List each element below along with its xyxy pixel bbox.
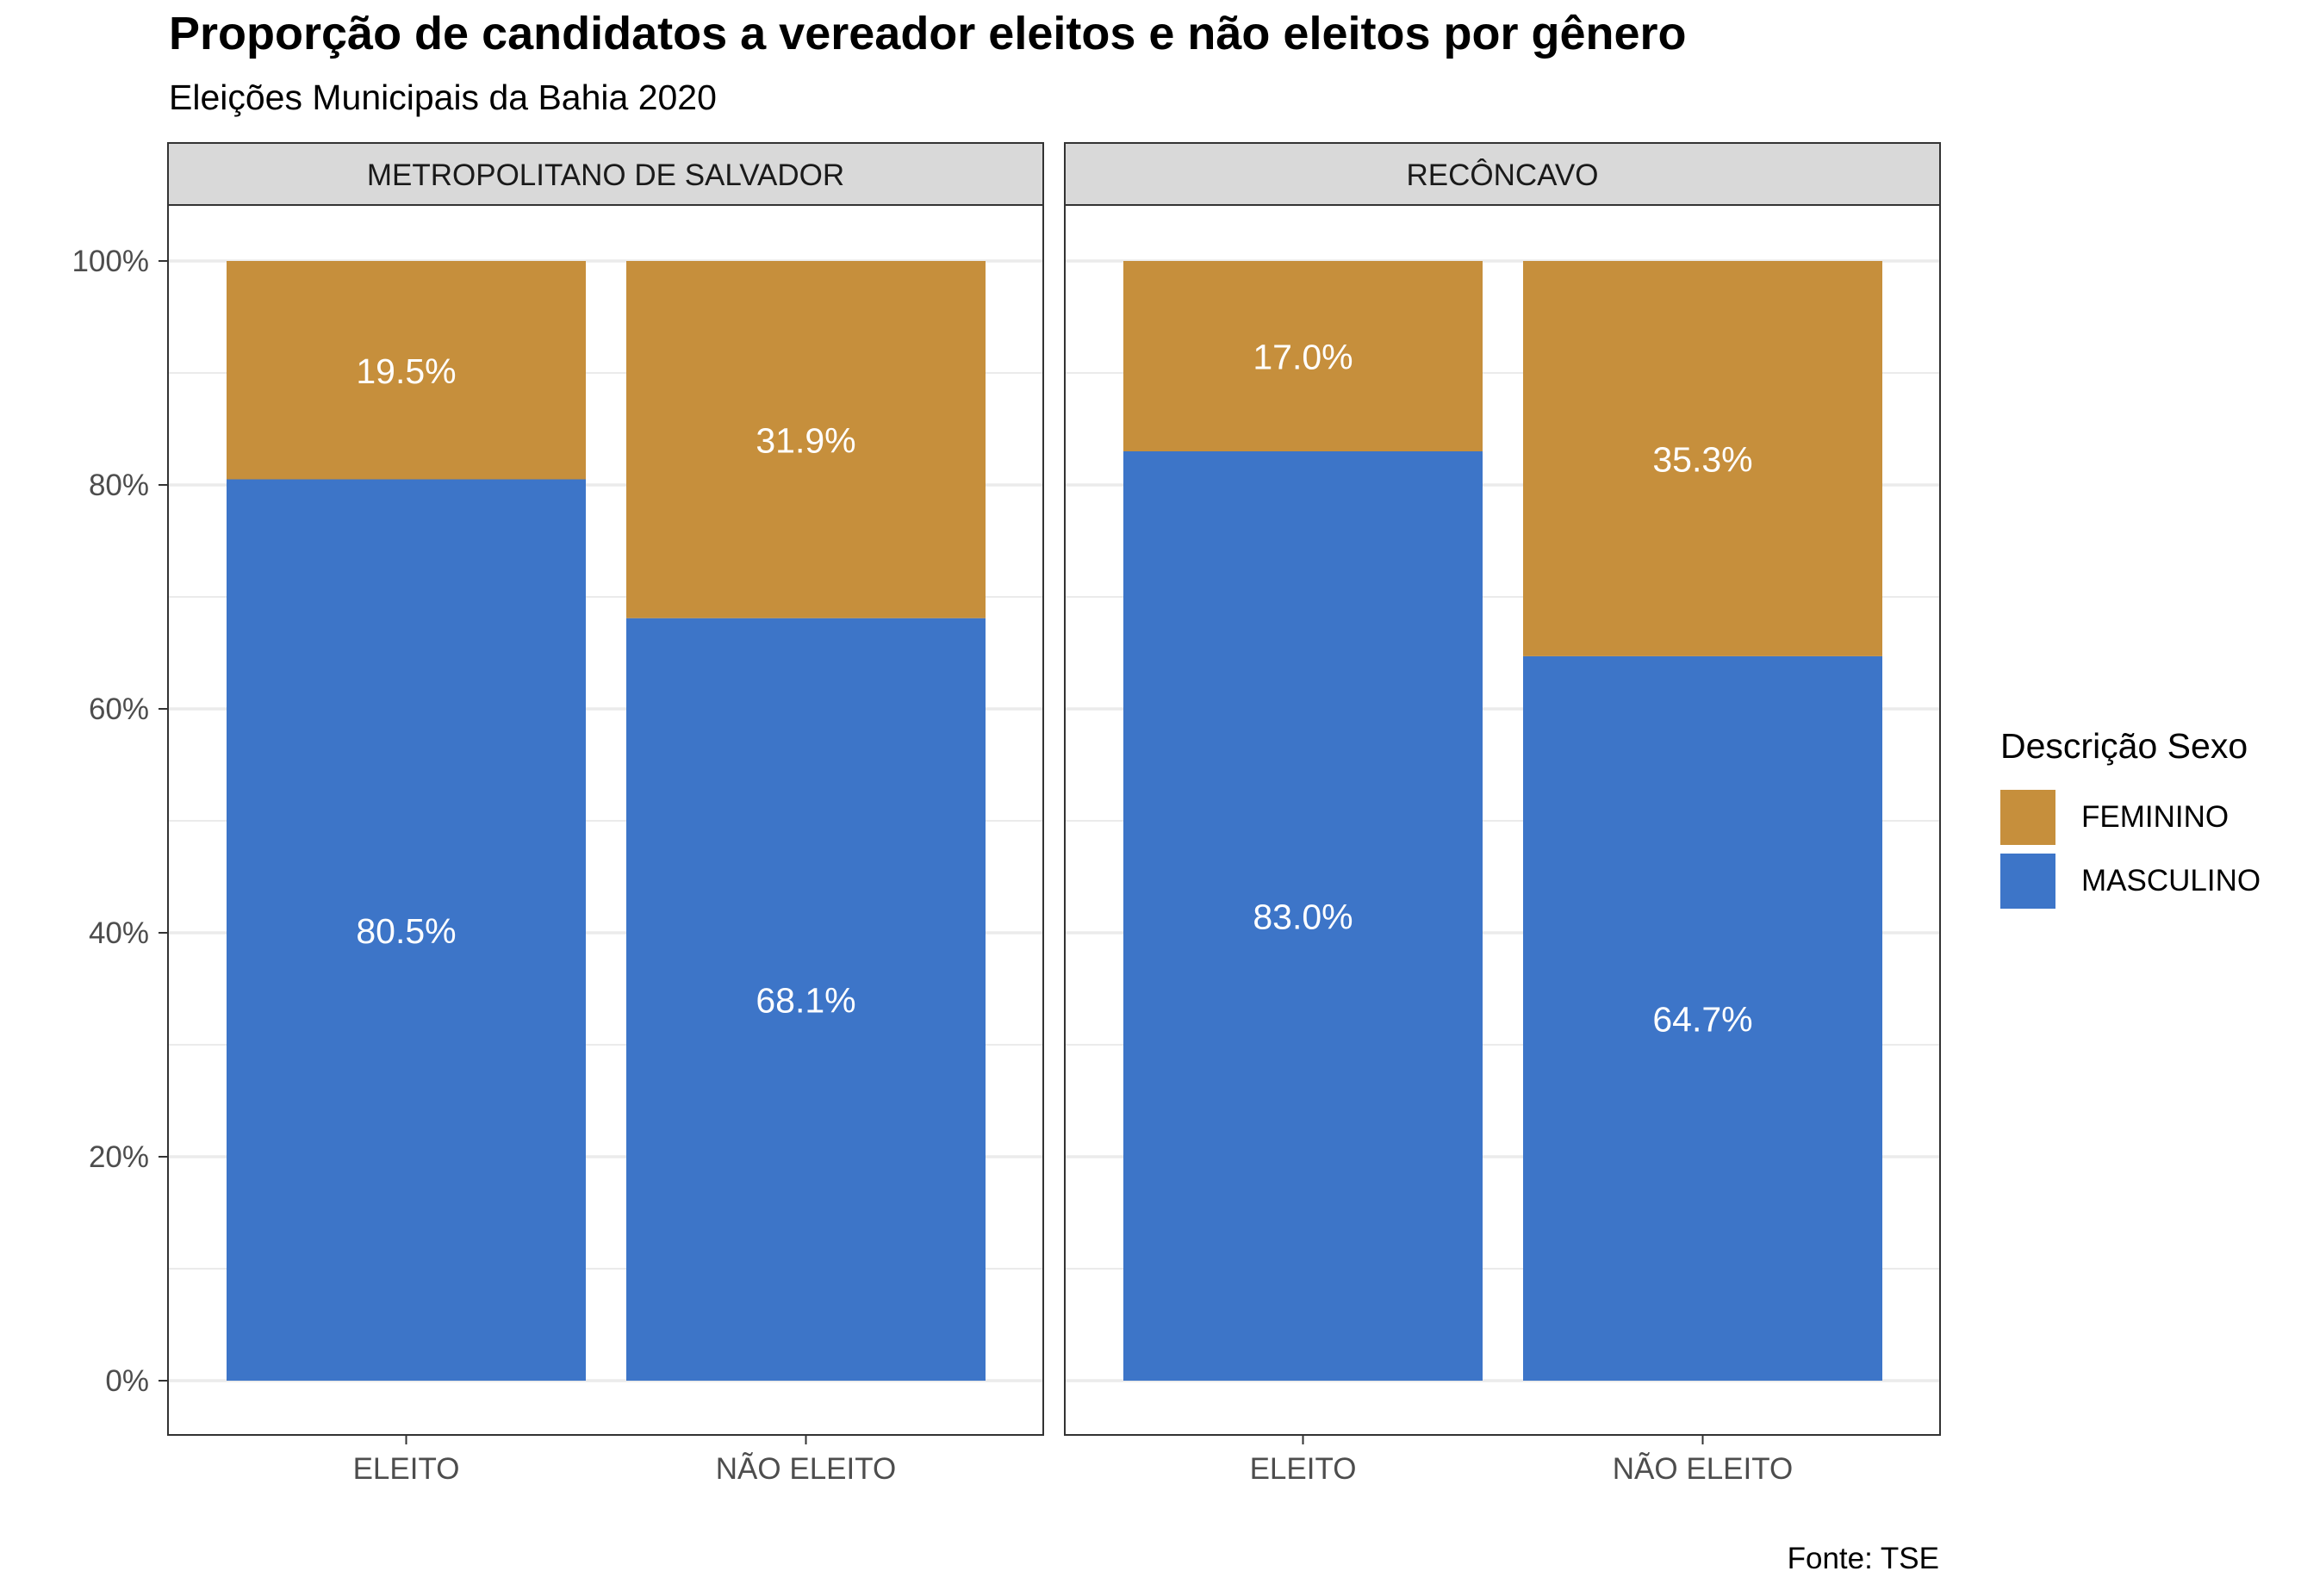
legend-swatch-masculino: [2000, 854, 2055, 909]
data-label-feminino: 31.9%: [756, 420, 855, 460]
y-tick-label: 80%: [89, 469, 149, 502]
facet-strip-label-metropolitano: METROPOLITANO DE SALVADOR: [367, 158, 844, 192]
chart-caption: Fonte: TSE: [1787, 1542, 1939, 1575]
x-tick-label: ELEITO: [353, 1452, 460, 1486]
legend: Descrição Sexo FEMININO MASCULINO: [2000, 726, 2261, 909]
legend-item-masculino: MASCULINO: [2000, 854, 2261, 909]
legend-label-masculino: MASCULINO: [2081, 864, 2261, 897]
facet-strip-label-reconcavo: RECÔNCAVO: [1407, 158, 1599, 192]
data-label-masculino: 80.5%: [356, 911, 456, 951]
data-label-masculino: 64.7%: [1652, 999, 1752, 1039]
bar-masculino-metropolitano-1: [626, 618, 986, 1381]
bar-feminino-metropolitano-1: [626, 261, 986, 618]
bar-feminino-reconcavo-1: [1523, 261, 1882, 656]
x-tick-label: NÃO ELEITO: [716, 1452, 896, 1486]
data-label-feminino: 17.0%: [1253, 338, 1353, 377]
data-label-masculino: 83.0%: [1253, 897, 1353, 937]
data-label-feminino: 35.3%: [1652, 439, 1752, 479]
legend-swatch-feminino: [2000, 790, 2055, 845]
legend-label-feminino: FEMININO: [2081, 800, 2229, 834]
legend-item-feminino: FEMININO: [2000, 790, 2229, 845]
facet-strip-metropolitano: [167, 142, 1044, 206]
bar-masculino-metropolitano-0: [227, 479, 586, 1381]
y-tick-label: 100%: [72, 245, 149, 278]
y-tick-label: 0%: [105, 1364, 149, 1398]
data-label-feminino: 19.5%: [356, 351, 456, 391]
x-tick-label: ELEITO: [1250, 1452, 1357, 1486]
y-tick-label: 60%: [89, 692, 149, 726]
y-tick-label: 20%: [89, 1140, 149, 1174]
bar-masculino-reconcavo-0: [1123, 451, 1483, 1381]
data-label-masculino: 68.1%: [756, 980, 855, 1020]
bar-feminino-metropolitano-0: [227, 261, 586, 480]
bar-masculino-reconcavo-1: [1523, 655, 1882, 1381]
y-tick-label: 40%: [89, 916, 149, 950]
bar-feminino-reconcavo-0: [1123, 261, 1483, 451]
chart-title: Proporção de candidatos a vereador eleit…: [169, 8, 1687, 59]
chart-subtitle: Eleições Municipais da Bahia 2020: [169, 78, 717, 117]
facet-strip-reconcavo: [1064, 142, 1941, 206]
x-tick-label: NÃO ELEITO: [1613, 1452, 1793, 1486]
legend-title: Descrição Sexo: [2000, 726, 2248, 766]
